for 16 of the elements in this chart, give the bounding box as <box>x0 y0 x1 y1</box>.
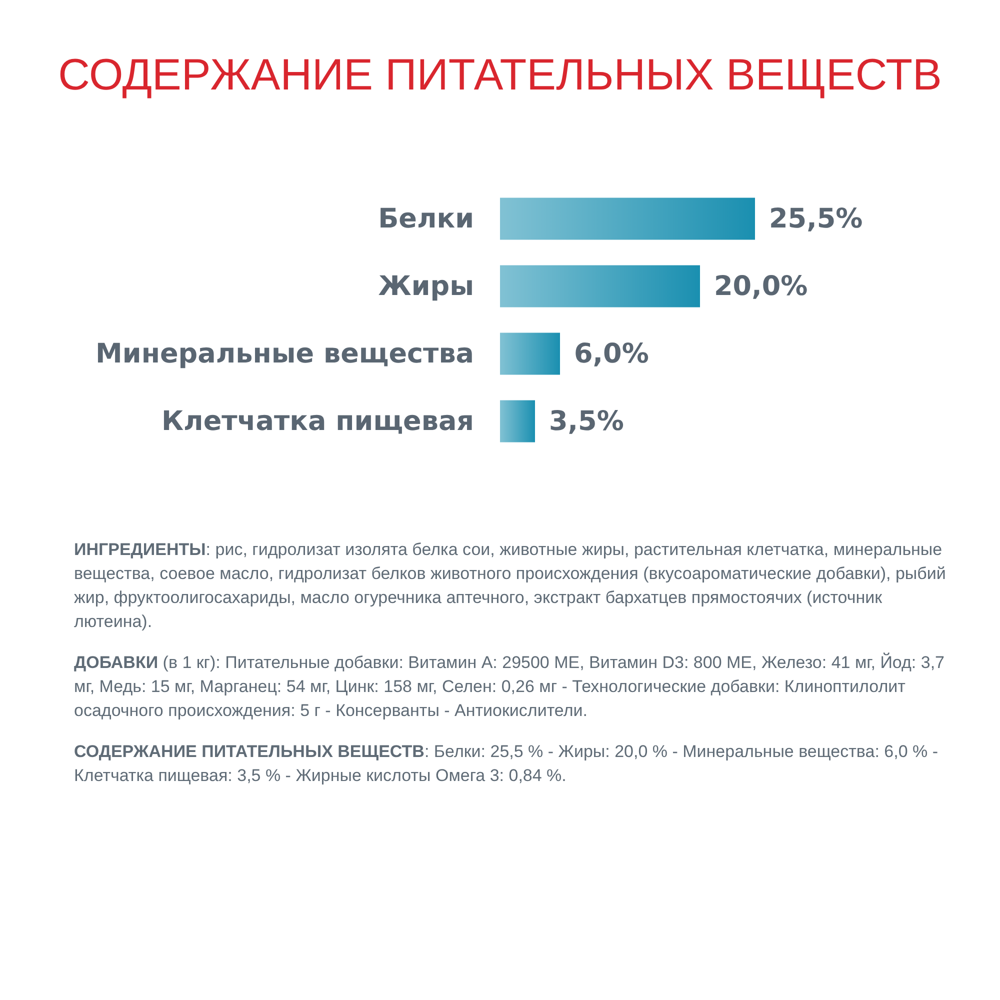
data-label: 6,0% <box>574 338 649 370</box>
text: ИНГРЕДИЕНТЫ: рис, гидролизат изолята белка сои, животные жиры, растительная клетчатка, минеральные вещества, соевое масло, гидролизат белков животного происхождения (вкусоароматические добавки), рыбий жир, фруктоолигосахариды, масло огуречника аптечного, экстракт бархатцев прямостоячих (источник лютеина). <box>74 539 947 633</box>
data-label: 20,0% <box>714 270 808 302</box>
text: ДОБАВКИ (в 1 кг): Питательные добавки: Витамин А: 29500 МЕ, Витамин D3: 800 МЕ, Железо: 41 мг, Йод: 3,7 мг, Медь: 15 мг, Марганец: 54 мг, Цинк: 158 мг, Селен: 0,26 мг - Технологические добавки: Клиноптилолит осадочного происхождения: 5 г - Консерванты - Антиокислители. <box>74 652 946 722</box>
data-label: 3,5% <box>549 406 624 437</box>
y-tick-label: Минеральные вещества <box>96 338 474 370</box>
text: СОДЕРЖАНИЕ ПИТАТЕЛЬНЫХ ВЕЩЕСТВ: Белки: 25,5 % - Жиры: 20,0 % - Минеральные вещества: 6,0 % - Клетчатка пищевая: 3,5 % - Жирные кислоты Омега 3: 0,84 %. <box>74 741 940 787</box>
bar <box>500 198 755 240</box>
y-tick-label: Клетчатка пищевая <box>161 406 474 437</box>
data-label: 25,5% <box>769 203 863 234</box>
bar <box>500 265 700 308</box>
bar <box>500 400 535 442</box>
bar <box>500 332 560 375</box>
chart-title: СОДЕРЖАНИЕ ПИТАТЕЛЬНЫХ ВЕЩЕСТВ <box>58 50 942 100</box>
y-tick-label: Белки <box>378 203 474 234</box>
y-tick-label: Жиры <box>378 270 474 302</box>
